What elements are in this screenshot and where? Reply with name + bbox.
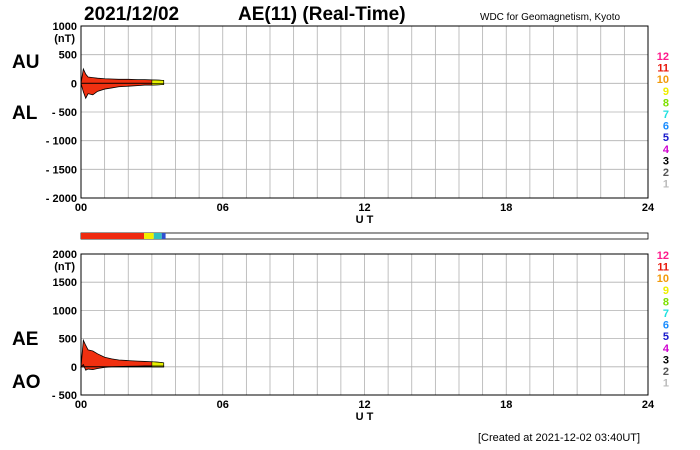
legend-number-8: 8 xyxy=(663,296,669,308)
x-tick-label: 00 xyxy=(75,399,87,411)
y-unit-label: (nT) xyxy=(54,33,75,45)
source-label: WDC for Geomagnetism, Kyoto xyxy=(480,12,621,23)
legend-number-1: 1 xyxy=(663,378,669,390)
y-tick-label: 1500 xyxy=(53,277,77,289)
legend-number-5: 5 xyxy=(663,132,669,144)
y-tick-label: - 500 xyxy=(52,390,77,402)
y-tick-label: 500 xyxy=(59,50,77,62)
legend-number-11: 11 xyxy=(657,262,669,274)
au-label: AU xyxy=(12,52,40,73)
y-tick-label: 1000 xyxy=(53,21,77,33)
y-unit-label: (nT) xyxy=(54,261,75,273)
ae-label: AE xyxy=(12,329,39,350)
legend-number-8: 8 xyxy=(663,97,669,109)
legend-number-12: 12 xyxy=(657,51,669,63)
x-axis-label: U T xyxy=(356,411,374,423)
legend-number-7: 7 xyxy=(663,308,669,320)
legend-number-2: 2 xyxy=(663,167,669,179)
chart-title: AE(11) (Real-Time) xyxy=(238,4,406,25)
y-tick-label: - 500 xyxy=(52,107,77,119)
legend-number-9: 9 xyxy=(663,285,669,297)
plot-frame xyxy=(80,253,649,396)
legend-number-11: 11 xyxy=(657,63,669,75)
y-tick-label: - 2000 xyxy=(46,193,77,205)
x-tick-label: 12 xyxy=(358,202,370,214)
plot-frame xyxy=(80,25,649,199)
legend-number-3: 3 xyxy=(663,354,669,366)
legend-number-12: 12 xyxy=(657,250,669,262)
legend-number-4: 4 xyxy=(663,343,670,355)
al-label: AL xyxy=(12,103,38,124)
ao-label: AO xyxy=(12,372,41,393)
plot-0 xyxy=(80,25,649,199)
series-lower-area xyxy=(80,82,165,100)
series-lower-tail xyxy=(151,365,164,368)
series-upper-tail xyxy=(151,79,164,84)
x-tick-label: 24 xyxy=(642,399,655,411)
legend-number-7: 7 xyxy=(663,109,669,121)
station-bar-segment xyxy=(153,233,162,239)
x-tick-label: 06 xyxy=(217,399,229,411)
y-tick-label: 0 xyxy=(71,362,77,374)
legend-number-3: 3 xyxy=(663,155,669,167)
legend-number-10: 10 xyxy=(657,74,669,86)
station-bar-segment xyxy=(161,233,166,239)
date-title: 2021/12/02 xyxy=(84,4,180,25)
y-tick-label: 0 xyxy=(71,78,77,90)
x-tick-label: 18 xyxy=(500,399,512,411)
station-bar-segment xyxy=(81,233,145,239)
series-upper-area xyxy=(80,338,165,368)
y-tick-label: - 1000 xyxy=(46,136,77,148)
station-bar-segment xyxy=(144,233,154,239)
created-timestamp: [Created at 2021-12-02 03:40UT] xyxy=(478,432,641,444)
series-lower-tail xyxy=(151,83,164,86)
legend-number-2: 2 xyxy=(663,366,669,378)
legend-number-6: 6 xyxy=(663,121,669,133)
legend-number-10: 10 xyxy=(657,273,669,285)
x-tick-label: 18 xyxy=(500,202,512,214)
legend-number-5: 5 xyxy=(663,331,669,343)
plot-1 xyxy=(80,253,649,396)
y-tick-label: - 1500 xyxy=(46,164,77,176)
x-tick-label: 00 xyxy=(75,202,87,214)
legend-number-6: 6 xyxy=(663,320,669,332)
legend-number-4: 4 xyxy=(663,144,670,156)
legend-number-1: 1 xyxy=(663,179,669,191)
legend-number-9: 9 xyxy=(663,86,669,98)
x-tick-label: 24 xyxy=(642,202,655,214)
x-axis-label: U T xyxy=(356,214,374,226)
station-bar-frame xyxy=(80,232,649,240)
y-tick-label: 500 xyxy=(59,334,77,346)
y-tick-label: 2000 xyxy=(53,249,77,261)
series-upper-area xyxy=(80,67,165,84)
y-tick-label: 1000 xyxy=(53,305,77,317)
x-tick-label: 12 xyxy=(358,399,370,411)
x-tick-label: 06 xyxy=(217,202,229,214)
